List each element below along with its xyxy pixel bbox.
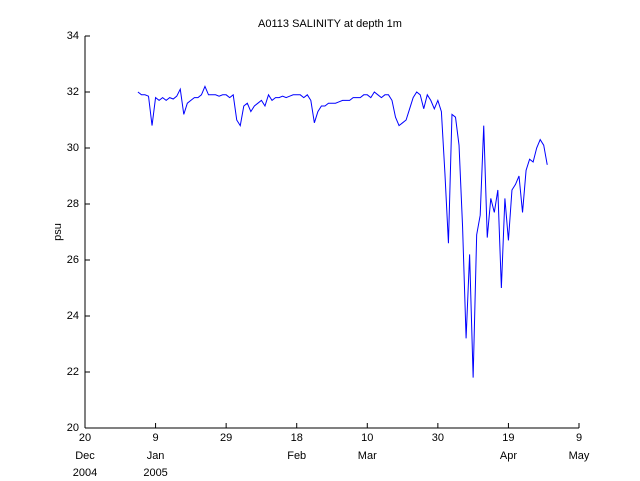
x-tick-label: 10 bbox=[361, 432, 373, 444]
y-axis-label: psu bbox=[52, 223, 64, 241]
x-tick-year: 2004 bbox=[73, 467, 97, 479]
y-tick-label: 22 bbox=[67, 366, 79, 378]
y-tick-label: 32 bbox=[67, 86, 79, 98]
chart-title: A0113 SALINITY at depth 1m bbox=[258, 18, 402, 30]
x-tick-label: 9 bbox=[153, 432, 159, 444]
x-tick-month: Jan bbox=[147, 450, 165, 462]
y-tick-label: 26 bbox=[67, 254, 79, 266]
y-tick-label: 30 bbox=[67, 142, 79, 154]
x-tick-month: Apr bbox=[500, 450, 517, 462]
y-tick-label: 28 bbox=[67, 198, 79, 210]
x-tick-label: 29 bbox=[220, 432, 232, 444]
y-tick-label: 34 bbox=[67, 30, 79, 42]
x-tick-month: May bbox=[569, 450, 590, 462]
x-tick-month: Feb bbox=[287, 450, 306, 462]
x-tick-year: 2005 bbox=[143, 467, 167, 479]
x-tick-label: 30 bbox=[432, 432, 444, 444]
y-tick-label: 24 bbox=[67, 310, 79, 322]
x-tick-label: 20 bbox=[79, 432, 91, 444]
x-tick-label: 18 bbox=[291, 432, 303, 444]
data-line bbox=[137, 85, 548, 378]
x-tick-label: 9 bbox=[576, 432, 582, 444]
x-tick-month: Mar bbox=[358, 450, 377, 462]
x-tick-label: 19 bbox=[502, 432, 514, 444]
x-tick-month: Dec bbox=[75, 450, 95, 462]
y-tick-label: 20 bbox=[67, 422, 79, 434]
